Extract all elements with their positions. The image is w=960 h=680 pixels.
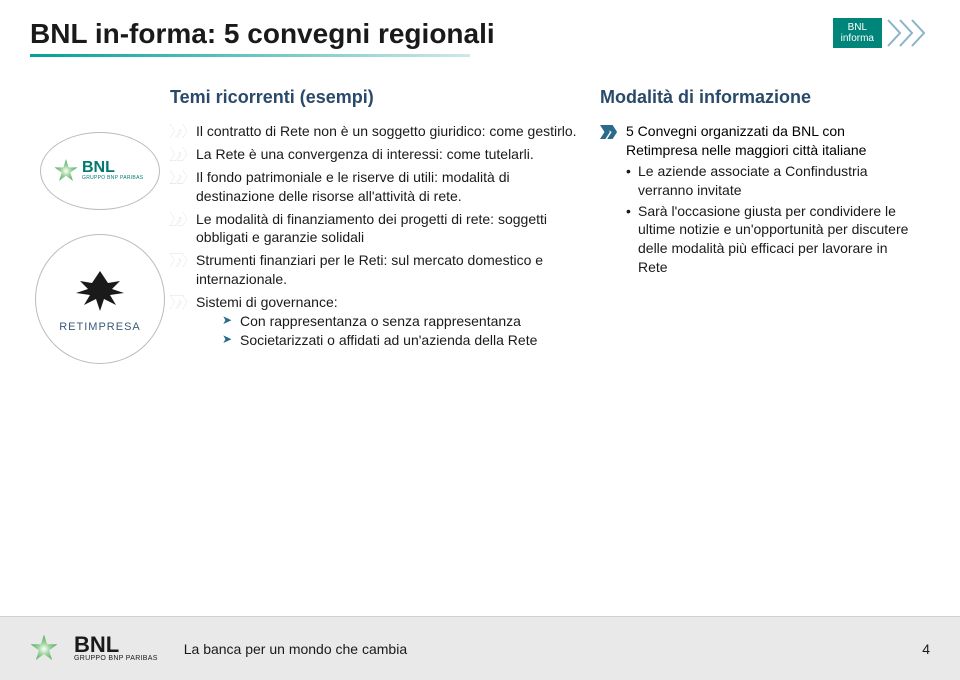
- columns-header: Temi ricorrenti (esempi) Modalità di inf…: [30, 87, 930, 108]
- list-item: Le modalità di finanziamento dei progett…: [170, 210, 580, 248]
- bnl-logo-text: BNL GRUPPO BNP PARIBAS: [82, 161, 143, 181]
- chevrons-icon: [886, 18, 930, 48]
- list-item: La Rete è una convergenza di interessi: …: [170, 145, 580, 164]
- footer-brand-block: BNL GRUPPO BNP PARIBAS: [74, 635, 158, 662]
- bnl-star-icon: [54, 159, 78, 183]
- modes-lead: 5 Convegni organizzati da BNL con Retimp…: [626, 122, 920, 160]
- badge-line1: BNL: [841, 22, 874, 33]
- page-title: BNL in-forma: 5 convegni regionali: [30, 18, 495, 50]
- retimpresa-label: RETIMPRESA: [59, 321, 141, 333]
- bnl-logo-oval: BNL GRUPPO BNP PARIBAS: [40, 132, 160, 210]
- list-item: Sistemi di governance: Con rappresentanz…: [170, 293, 580, 350]
- badge-line2: informa: [841, 33, 874, 44]
- governance-label: Sistemi di governance:: [196, 294, 338, 310]
- bnl-informa-badge: BNL informa: [833, 18, 882, 48]
- double-chevron-icon: [600, 125, 618, 139]
- list-item: Le aziende associate a Confindustria ver…: [626, 162, 920, 200]
- footer-brand: BNL: [74, 635, 158, 655]
- bnl-logo: BNL GRUPPO BNP PARIBAS: [54, 150, 146, 192]
- logo-column: BNL GRUPPO BNP PARIBAS RETIMPRESA: [30, 122, 170, 364]
- bnl-brand: BNL: [82, 161, 143, 175]
- footer-group: GRUPPO BNP PARIBAS: [74, 655, 158, 662]
- top-badges: BNL informa: [833, 18, 930, 48]
- themes-column: Il contratto di Rete non è un soggetto g…: [170, 122, 600, 364]
- title-block: BNL in-forma: 5 convegni regionali: [30, 18, 495, 57]
- footer: BNL GRUPPO BNP PARIBAS La banca per un m…: [0, 616, 960, 680]
- title-accent-bar: [30, 54, 470, 57]
- slide: BNL in-forma: 5 convegni regionali BNL i…: [0, 0, 960, 680]
- bnl-star-icon: [30, 635, 58, 663]
- bnl-group: GRUPPO BNP PARIBAS: [82, 175, 143, 181]
- modes-heading: Modalità di informazione: [600, 87, 930, 108]
- retimpresa-logo-oval: RETIMPRESA: [35, 234, 165, 364]
- modes-bullets: Le aziende associate a Confindustria ver…: [626, 162, 920, 277]
- list-item: Con rappresentanza o senza rappresentanz…: [222, 312, 580, 331]
- eagle-icon: [70, 265, 130, 315]
- modes-lead-block: 5 Convegni organizzati da BNL con Retimp…: [626, 122, 920, 279]
- modes-lead-row: 5 Convegni organizzati da BNL con Retimp…: [600, 122, 920, 279]
- list-item: Sarà l'occasione giusta per condividere …: [626, 202, 920, 278]
- list-item: Strumenti finanziari per le Reti: sul me…: [170, 251, 580, 289]
- modes-column: 5 Convegni organizzati da BNL con Retimp…: [600, 122, 930, 364]
- themes-heading: Temi ricorrenti (esempi): [170, 87, 600, 108]
- footer-slogan: La banca per un mondo che cambia: [184, 641, 407, 657]
- page-number: 4: [922, 641, 930, 657]
- content-row: BNL GRUPPO BNP PARIBAS RETIMPRESA Il con…: [30, 122, 930, 364]
- list-item: Il contratto di Rete non è un soggetto g…: [170, 122, 580, 141]
- list-item: Societarizzati o affidati ad un'azienda …: [222, 331, 580, 350]
- themes-list: Il contratto di Rete non è un soggetto g…: [170, 122, 580, 350]
- governance-sublist: Con rappresentanza o senza rappresentanz…: [196, 312, 580, 350]
- title-row: BNL in-forma: 5 convegni regionali BNL i…: [30, 18, 930, 57]
- list-item: Il fondo patrimoniale e le riserve di ut…: [170, 168, 580, 206]
